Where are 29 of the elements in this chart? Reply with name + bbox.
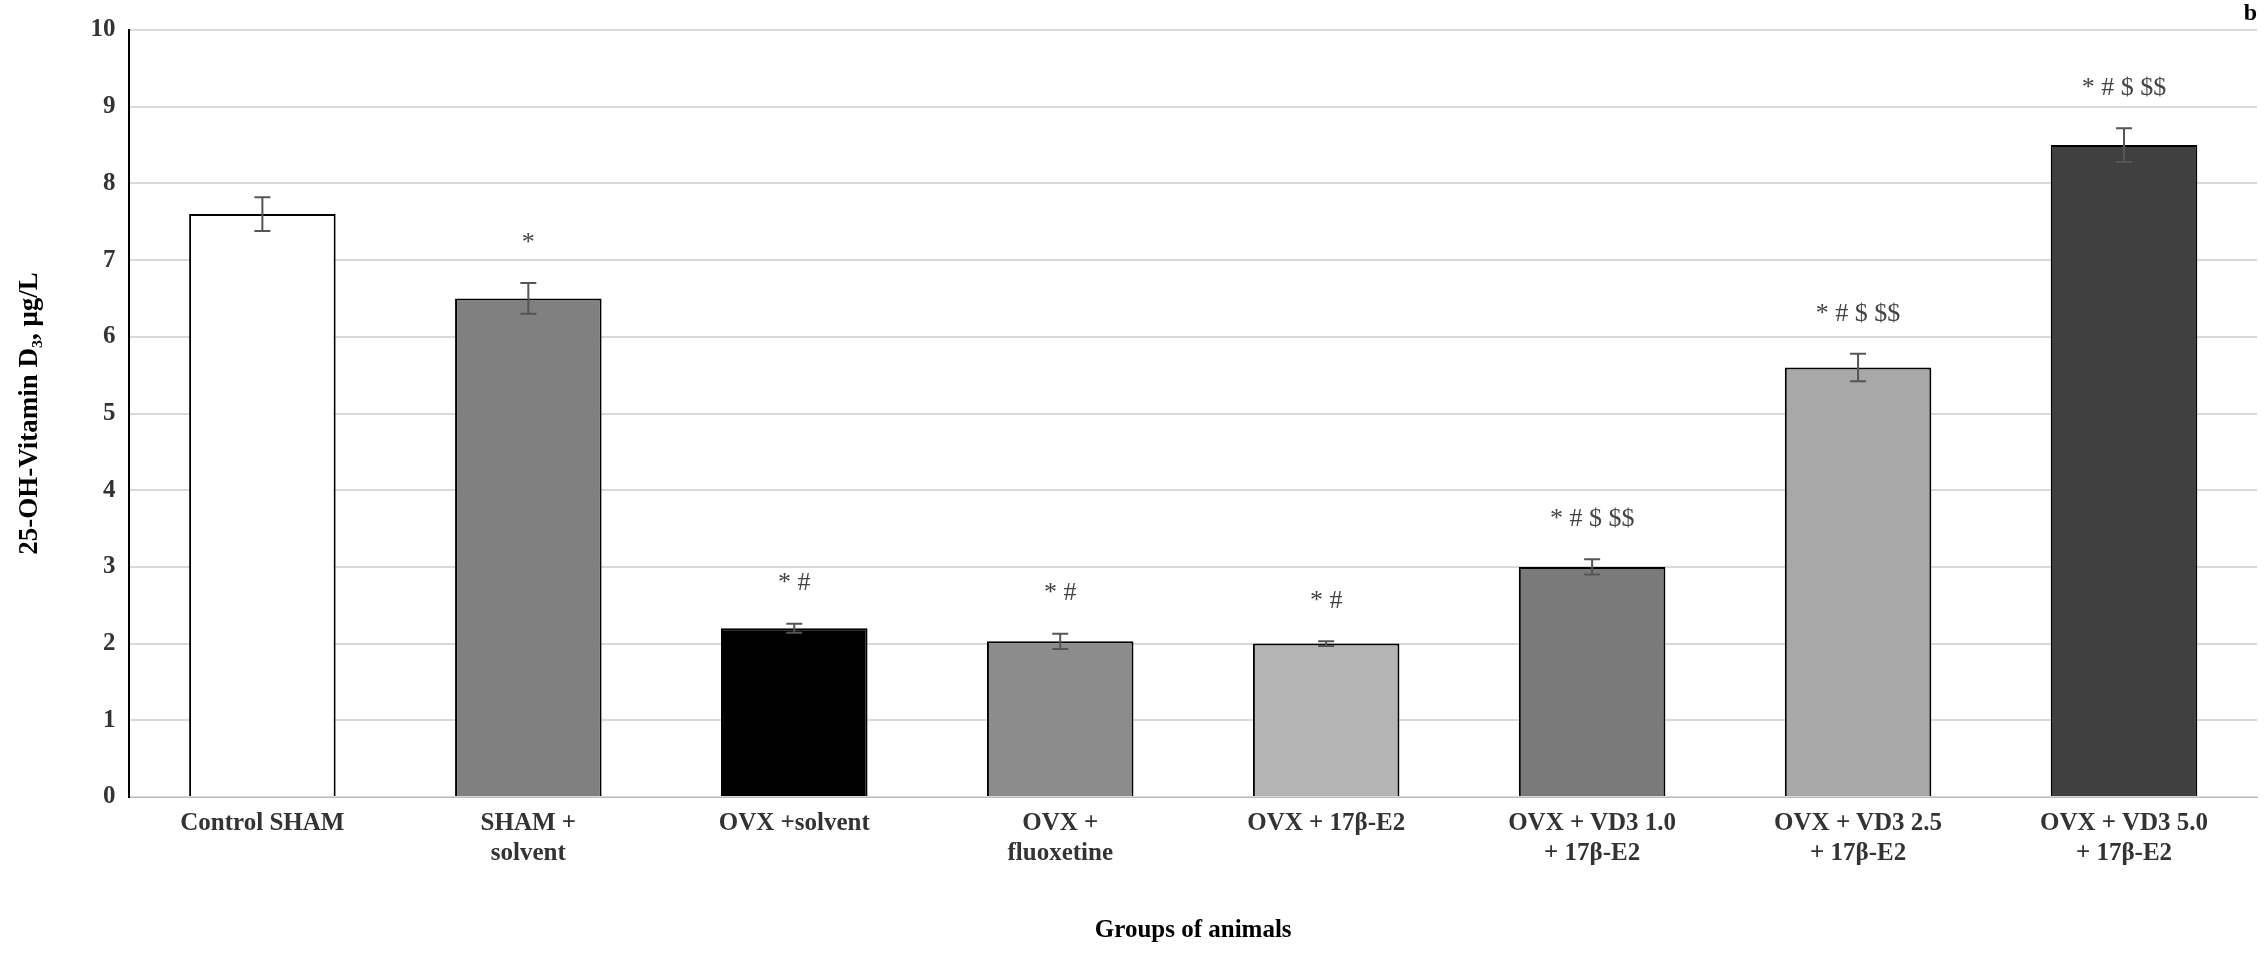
y-tick-label: 4 — [102, 474, 116, 502]
y-axis-title: 25-OH-Vitamin D₃, μg/L — [13, 272, 44, 555]
y-tick-label: 9 — [102, 91, 116, 119]
data-label: * # — [1309, 585, 1343, 615]
data-label: * # — [1043, 577, 1077, 607]
data-label: * # $ $$ — [2081, 72, 2167, 101]
data-label: * — [521, 226, 535, 256]
y-tick-label: 6 — [102, 321, 116, 349]
y-tick-label: 5 — [102, 397, 116, 425]
x-tick-label: OVX + fluoxetine — [1007, 808, 1113, 866]
x-tick-label: OVX + VD3 1.0 + 17β-E2 — [1508, 808, 1677, 866]
data-label: * # $ $$ — [1815, 297, 1901, 327]
x-tick-label: SHAM + solvent — [480, 808, 577, 866]
x-axis-title: Groups of animals — [1094, 915, 1292, 943]
x-tick-label: OVX + VD3 5.0 + 17β-E2 — [2040, 808, 2209, 866]
x-tick-label: OVX + VD3 2.5 + 17β-E2 — [1774, 808, 1943, 866]
y-tick-label: 1 — [102, 704, 116, 732]
data-label: * # — [778, 567, 811, 597]
x-tick-label: OVX + 17β-E2 — [1247, 808, 1406, 836]
y-tick-label: 2 — [102, 628, 116, 656]
y-tick-label: 7 — [102, 244, 116, 272]
y-tick-label: 8 — [102, 167, 116, 195]
text: b — [2243, 0, 2257, 26]
y-tick-label: 10 — [90, 14, 116, 42]
y-tick-label: 3 — [102, 551, 116, 579]
x-tick-label: Control SHAM — [180, 808, 345, 836]
y-tick-label: 0 — [102, 781, 116, 809]
x-tick-label: OVX +solvent — [718, 808, 871, 836]
data-label: * # $ $$ — [1549, 503, 1635, 533]
